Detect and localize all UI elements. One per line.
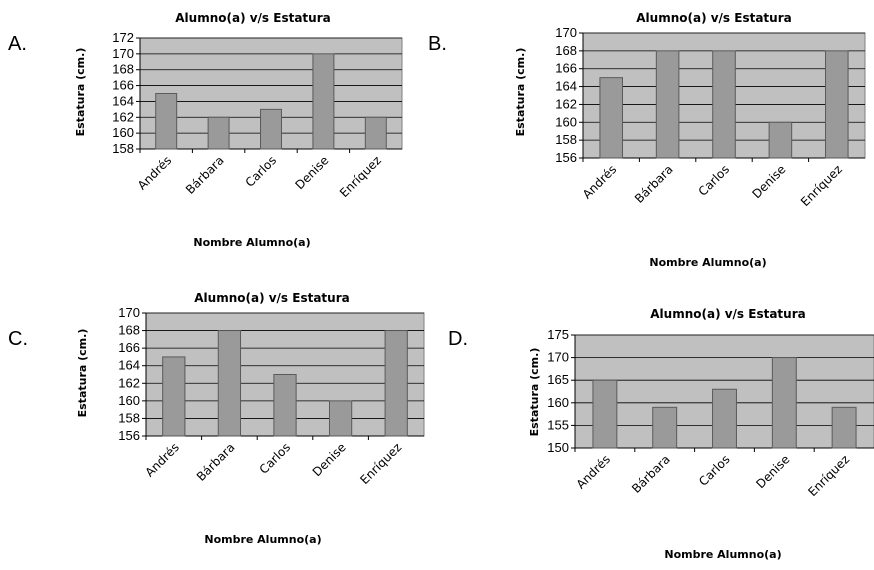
y-tick-label: 164 [555, 79, 577, 94]
bar-barbara [652, 406, 678, 449]
chart-title: Alumno(a) v/s Estatura [194, 291, 349, 305]
x-tick-label: Denise [753, 452, 792, 491]
bar-andres [162, 356, 186, 437]
x-tick-label: Bárbara [629, 452, 673, 496]
x-axis-label: Nombre Alumno(a) [204, 533, 321, 546]
y-tick-label: 156 [118, 428, 140, 443]
y-tick-label: 160 [112, 125, 134, 140]
y-tick-label: 158 [555, 132, 577, 147]
y-tick-label: 175 [547, 327, 569, 342]
x-tick-label: Enríquez [805, 452, 852, 499]
bar-enriquez [831, 406, 857, 449]
bar-carlos [273, 374, 297, 437]
y-axis-label: Estatura (cm.) [76, 329, 89, 418]
x-tick-label: Bárbara [183, 153, 227, 197]
bar-barbara [217, 330, 242, 437]
x-axis-label: Nombre Alumno(a) [649, 256, 766, 269]
y-tick-label: 170 [112, 46, 134, 61]
x-tick-label: Denise [292, 153, 331, 192]
bar-denise [768, 121, 793, 159]
y-tick-label: 155 [547, 417, 569, 432]
x-tick-label: Carlos [243, 153, 279, 189]
y-tick-label: 168 [118, 323, 140, 338]
chart-panel-3: C. Alumno(a) v/s Estatura 156 158 160 162 164 1… [8, 291, 425, 546]
x-tick-label: Andrés [135, 153, 174, 192]
bar-carlos [260, 108, 282, 150]
y-tick-label: 158 [112, 141, 134, 156]
panel-letter: D. [448, 328, 468, 350]
y-tick-label: 172 [112, 30, 134, 45]
panel-letter: C. [8, 328, 28, 350]
x-tick-label: Andrés [143, 440, 182, 479]
bar-enriquez [825, 50, 849, 159]
x-tick-label: Enríquez [798, 162, 845, 209]
x-tick-label: Denise [749, 162, 788, 201]
x-tick-label: Bárbara [194, 440, 238, 484]
y-tick-label: 170 [118, 305, 140, 320]
bar-denise [328, 400, 353, 437]
chart-title: Alumno(a) v/s Estatura [175, 11, 330, 25]
y-tick-label: 166 [112, 78, 134, 93]
panel-letter: B. [428, 33, 447, 55]
bar-carlos [712, 388, 737, 449]
chart-panel-2: B. Alumno(a) v/s Estatura 156 158 160 162 164 1… [428, 11, 866, 269]
x-tick-label: Carlos [696, 162, 732, 198]
y-axis-label: Estatura (cm.) [514, 48, 527, 137]
bar-denise [771, 357, 797, 449]
y-tick-label: 168 [112, 62, 134, 77]
bar-enriquez [364, 116, 387, 150]
y-tick-label: 160 [555, 114, 577, 129]
y-tick-label: 164 [118, 358, 140, 373]
chart-panel-1: A.Alumno(a) v/s Estatura1581601621641661… [8, 11, 403, 249]
y-tick-label: 166 [118, 340, 140, 355]
x-tick-label: Carlos [696, 452, 732, 488]
bar-denise [312, 53, 335, 150]
y-tick-label: 162 [112, 109, 134, 124]
y-tick-label: 150 [547, 440, 569, 455]
x-tick-label: Enríquez [337, 153, 384, 200]
y-tick-label: 160 [118, 393, 140, 408]
y-tick-label: 170 [547, 350, 569, 365]
x-tick-label: Carlos [257, 440, 293, 476]
bar-barbara [207, 116, 230, 150]
bar-andres [592, 379, 618, 449]
bar-andres [155, 93, 178, 150]
x-tick-label: Denise [310, 440, 349, 479]
y-tick-label: 162 [555, 96, 577, 111]
x-axis-label: Nombre Alumno(a) [664, 548, 781, 561]
x-tick-label: Andrés [580, 162, 619, 201]
y-tick-label: 170 [555, 25, 577, 40]
x-tick-label: Andrés [574, 452, 613, 491]
bar-andres [599, 77, 623, 159]
bar-enriquez [384, 330, 408, 437]
y-tick-label: 158 [118, 410, 140, 425]
chart-title: Alumno(a) v/s Estatura [650, 307, 805, 321]
y-tick-label: 165 [547, 372, 569, 387]
x-axis-label: Nombre Alumno(a) [193, 236, 310, 249]
panel-letter: A. [8, 33, 27, 55]
x-tick-label: Bárbara [632, 162, 676, 206]
y-axis-label: Estatura (cm.) [528, 348, 541, 437]
bar-barbara [655, 50, 680, 159]
y-tick-label: 162 [118, 375, 140, 390]
bar-carlos [712, 50, 736, 159]
y-tick-label: 160 [547, 395, 569, 410]
y-tick-label: 166 [555, 61, 577, 76]
chart-panel-4: D. Alumno(a) v/s Estatura 150 155 160 165 170 1… [448, 307, 874, 561]
y-tick-label: 164 [112, 93, 134, 108]
y-tick-label: 168 [555, 43, 577, 58]
y-tick-label: 156 [555, 150, 577, 165]
x-tick-label: Enríquez [357, 440, 404, 487]
y-axis-label: Estatura (cm.) [74, 48, 87, 137]
chart-title: Alumno(a) v/s Estatura [636, 11, 791, 25]
